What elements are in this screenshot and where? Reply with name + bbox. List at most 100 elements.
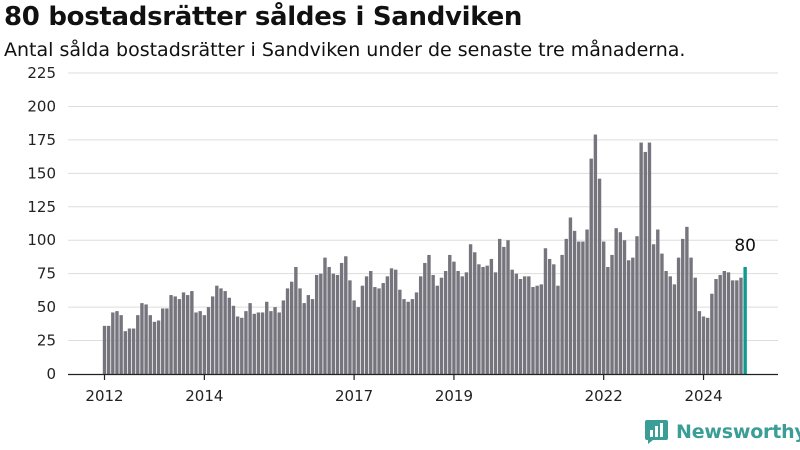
bar (706, 317, 710, 374)
bar (602, 241, 606, 374)
bar (310, 299, 315, 374)
bar (493, 272, 498, 374)
bar (730, 280, 735, 374)
bar (560, 254, 564, 374)
y-tick-label: 125 (27, 198, 56, 216)
bar (431, 275, 435, 374)
bar (681, 238, 685, 374)
bar (514, 273, 519, 374)
bar (502, 246, 506, 374)
bar (622, 240, 627, 374)
bar (364, 276, 369, 374)
bar (231, 305, 236, 374)
bar (410, 299, 415, 374)
y-tick-label: 150 (27, 164, 56, 182)
bar (369, 270, 373, 374)
bar (306, 295, 311, 374)
bar (593, 134, 598, 374)
bar (477, 264, 481, 374)
bar (385, 276, 390, 374)
bar (676, 257, 681, 374)
bar (402, 299, 406, 374)
bar (697, 311, 702, 374)
bar (535, 285, 539, 374)
bar (522, 276, 527, 374)
bar (556, 285, 560, 374)
x-tick-label: 2022 (585, 387, 623, 405)
bar (552, 264, 556, 374)
bar (177, 299, 182, 374)
bar (481, 266, 485, 374)
bar (564, 238, 568, 374)
bar (710, 293, 714, 374)
bar (290, 281, 294, 374)
bar (448, 254, 452, 374)
y-tick-label: 0 (46, 365, 56, 383)
bar (714, 279, 718, 374)
bar (140, 303, 144, 374)
bar (614, 228, 618, 374)
newsworthy-brand: Newsworthy (644, 419, 800, 445)
bar (635, 236, 639, 374)
bar (381, 283, 385, 374)
bar (210, 296, 215, 374)
bar (568, 217, 573, 374)
bar (581, 241, 585, 374)
bar (302, 303, 306, 374)
bar (194, 312, 198, 374)
bar (435, 285, 439, 374)
bar (668, 276, 672, 374)
x-tick-label: 2019 (435, 387, 473, 405)
bar (115, 311, 119, 374)
bar (344, 256, 348, 374)
newsworthy-logo-icon (645, 420, 668, 444)
bar (606, 266, 610, 374)
bar (102, 325, 107, 374)
bar (485, 265, 489, 374)
bar (464, 272, 469, 374)
bar (156, 320, 161, 374)
x-tick-label: 2014 (185, 387, 223, 405)
gridlines (68, 72, 778, 342)
bar (323, 257, 327, 374)
bar (701, 316, 706, 374)
bar (722, 270, 727, 374)
bar (468, 244, 473, 374)
bar (589, 158, 593, 374)
bar (223, 291, 227, 374)
bar (631, 257, 635, 374)
bar (585, 229, 589, 374)
bar (685, 226, 689, 374)
brand-name: Newsworthy (676, 421, 800, 443)
bar (186, 295, 190, 374)
bar (127, 328, 132, 374)
bar (577, 241, 581, 374)
bar (739, 277, 743, 374)
bar (244, 311, 248, 374)
bar (265, 301, 269, 374)
y-tick-label: 225 (27, 64, 56, 82)
bar (572, 230, 577, 374)
bar (439, 277, 444, 374)
bar (489, 258, 494, 374)
bar (651, 244, 656, 374)
bar (106, 325, 111, 374)
bar (319, 273, 323, 374)
bar (443, 270, 448, 374)
bar (373, 287, 377, 374)
bar (173, 296, 177, 374)
bar (136, 315, 140, 374)
bar (252, 313, 256, 374)
chart-subtitle: Antal sålda bostadsrätter i Sandviken un… (4, 39, 686, 61)
y-tick-label: 200 (27, 97, 56, 115)
bar (718, 275, 722, 374)
bar (510, 269, 514, 374)
bar (327, 266, 331, 374)
bar (423, 262, 427, 374)
bar (260, 312, 265, 374)
bar (498, 238, 502, 374)
bar (610, 254, 614, 374)
bar (547, 258, 552, 374)
bar (360, 285, 365, 374)
bar (219, 288, 223, 374)
